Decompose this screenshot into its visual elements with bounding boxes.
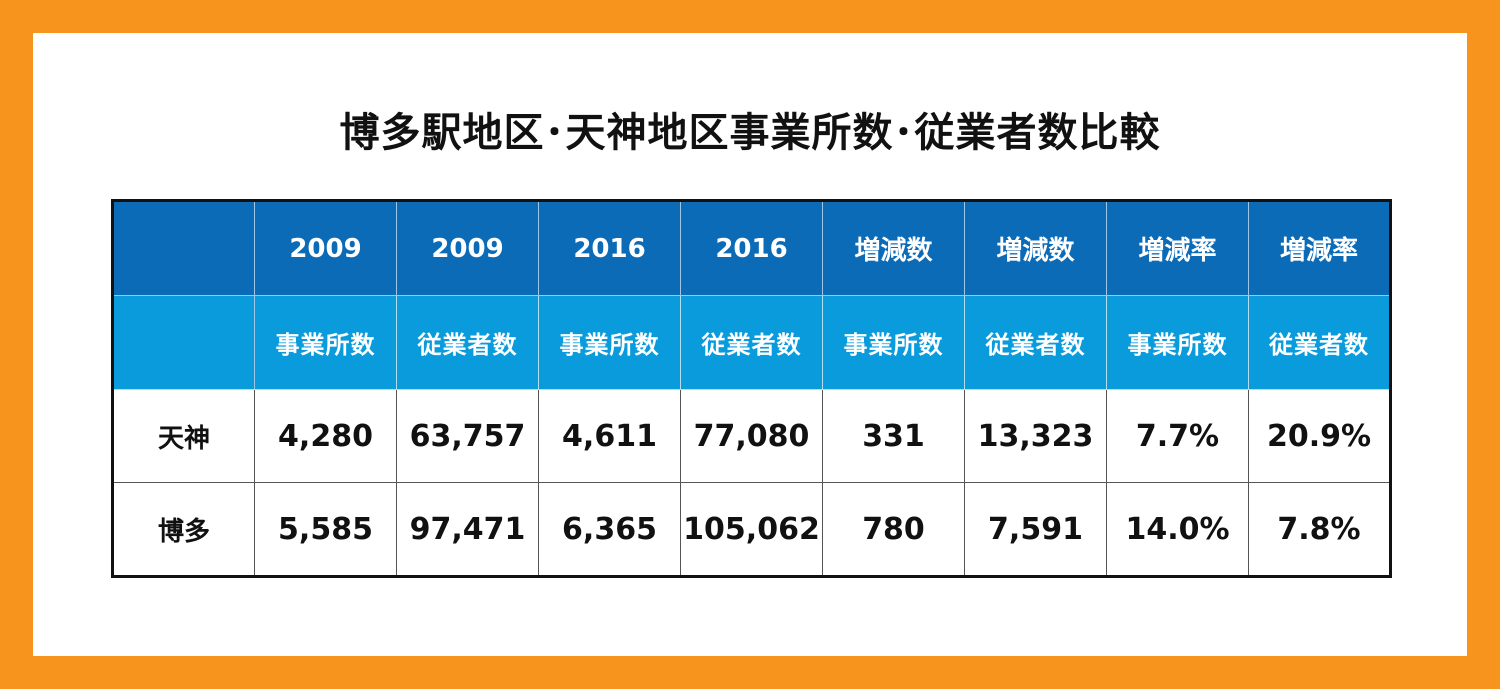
table-cell: 20.9% <box>1248 389 1391 483</box>
table-cell: 331 <box>822 389 965 483</box>
header-row-metrics: 事業所数 従業者数 事業所数 従業者数 事業所数 従業者数 事業所数 従業者数 <box>112 295 1391 390</box>
header-year-cell: 2016 <box>538 200 681 296</box>
header-change-cell: 増減数 <box>822 200 965 296</box>
header-change-cell: 増減数 <box>964 200 1107 296</box>
table-cell: 5,585 <box>254 482 397 577</box>
header-rate-cell: 増減率 <box>1248 200 1391 296</box>
header-metric-cell: 事業所数 <box>538 295 681 390</box>
comparison-table: 2009 2009 2016 2016 増減数 増減数 増減率 増減率 事業所数… <box>111 199 1392 578</box>
header-year-cell: 2016 <box>680 200 823 296</box>
header-year-cell: 2009 <box>396 200 539 296</box>
header-metric-cell: 従業者数 <box>680 295 823 390</box>
table-cell: 13,323 <box>964 389 1107 483</box>
row-label: 天神 <box>112 389 255 483</box>
header-metric-cell: 従業者数 <box>1248 295 1391 390</box>
table-cell: 97,471 <box>396 482 539 577</box>
table-row-tenjin: 天神 4,280 63,757 4,611 77,080 331 13,323 … <box>112 389 1391 483</box>
table-cell: 14.0% <box>1106 482 1249 577</box>
table-cell: 77,080 <box>680 389 823 483</box>
table-cell: 780 <box>822 482 965 577</box>
table-cell: 7.8% <box>1248 482 1391 577</box>
table-cell: 4,611 <box>538 389 681 483</box>
table-cell: 4,280 <box>254 389 397 483</box>
header-metric-cell: 事業所数 <box>1106 295 1249 390</box>
row-label: 博多 <box>112 482 255 577</box>
table-cell: 7,591 <box>964 482 1107 577</box>
header-corner-cell <box>112 295 255 390</box>
header-metric-cell: 事業所数 <box>254 295 397 390</box>
header-row-years: 2009 2009 2016 2016 増減数 増減数 増減率 増減率 <box>112 200 1391 296</box>
chart-title: 博多駅地区･天神地区事業所数･従業者数比較 <box>339 110 1161 156</box>
table-cell: 6,365 <box>538 482 681 577</box>
header-corner-cell <box>112 200 255 296</box>
header-rate-cell: 増減率 <box>1106 200 1249 296</box>
header-metric-cell: 従業者数 <box>964 295 1107 390</box>
header-metric-cell: 事業所数 <box>822 295 965 390</box>
header-year-cell: 2009 <box>254 200 397 296</box>
table-cell: 105,062 <box>680 482 823 577</box>
header-metric-cell: 従業者数 <box>396 295 539 390</box>
table-cell: 7.7% <box>1106 389 1249 483</box>
table-row-hakata: 博多 5,585 97,471 6,365 105,062 780 7,591 … <box>112 482 1391 577</box>
table-cell: 63,757 <box>396 389 539 483</box>
